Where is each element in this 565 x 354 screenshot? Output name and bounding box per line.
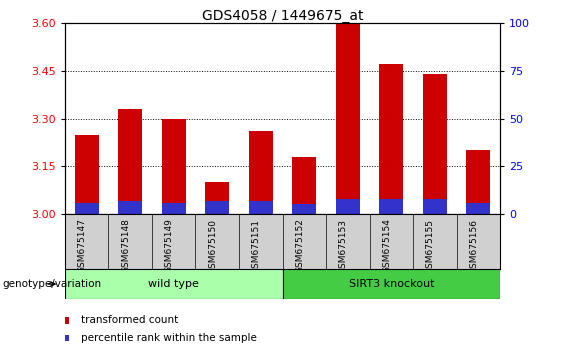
Text: GSM675152: GSM675152	[295, 218, 304, 273]
Bar	[292, 157, 316, 214]
Bar	[65, 269, 282, 299]
Bar	[423, 74, 447, 214]
Text: GSM675148: GSM675148	[121, 218, 131, 273]
Text: GSM675151: GSM675151	[252, 218, 261, 274]
Bar	[466, 203, 490, 214]
Bar	[75, 203, 99, 214]
Text: GSM675153: GSM675153	[339, 218, 347, 274]
Bar	[65, 335, 69, 341]
Bar	[162, 203, 186, 214]
Text: GSM675150: GSM675150	[208, 218, 217, 274]
Text: GSM675147: GSM675147	[78, 218, 87, 273]
Bar	[282, 269, 500, 299]
Text: GSM675149: GSM675149	[165, 218, 174, 273]
Text: GSM675155: GSM675155	[426, 218, 435, 274]
Text: genotype/variation: genotype/variation	[3, 279, 102, 289]
Bar	[379, 199, 403, 214]
Bar	[205, 201, 229, 214]
Text: percentile rank within the sample: percentile rank within the sample	[81, 333, 257, 343]
Bar	[379, 64, 403, 214]
Bar	[205, 182, 229, 214]
Bar	[249, 131, 273, 214]
Text: GSM675154: GSM675154	[383, 218, 391, 273]
Bar	[162, 119, 186, 214]
Bar	[65, 317, 69, 324]
Text: SIRT3 knockout: SIRT3 knockout	[349, 279, 434, 289]
Bar	[118, 201, 142, 214]
Bar	[336, 199, 360, 214]
Text: wild type: wild type	[148, 279, 199, 289]
Bar	[292, 204, 316, 214]
Bar	[466, 150, 490, 214]
Bar	[423, 199, 447, 214]
Bar	[75, 135, 99, 214]
Text: GDS4058 / 1449675_at: GDS4058 / 1449675_at	[202, 9, 363, 23]
Bar	[249, 201, 273, 214]
Text: GSM675156: GSM675156	[470, 218, 478, 274]
Text: transformed count: transformed count	[81, 315, 178, 325]
Bar	[336, 23, 360, 214]
Bar	[118, 109, 142, 214]
